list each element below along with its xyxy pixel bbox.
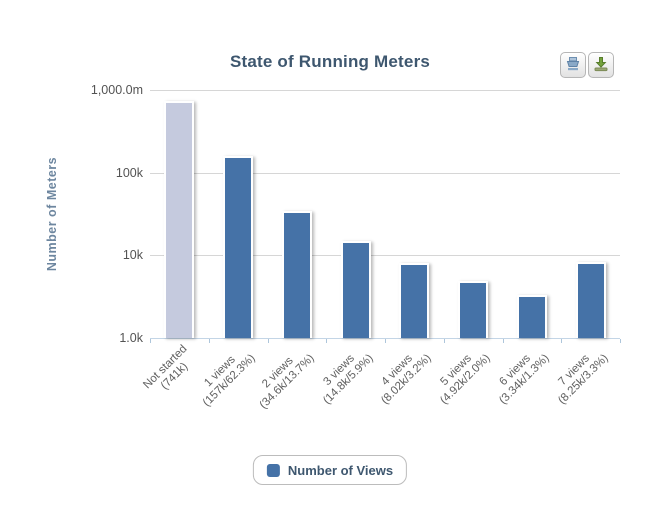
legend-swatch	[267, 464, 280, 477]
bar[interactable]	[517, 295, 547, 338]
x-axis-category-label: 3 views(14.8k/5.9%)	[312, 343, 376, 407]
x-axis-tick	[209, 339, 210, 343]
y-axis-tick-label: 100k	[53, 165, 143, 181]
y-axis-tick-label: 1,000.0m	[53, 82, 143, 98]
x-axis-tick	[385, 339, 386, 343]
bar[interactable]	[282, 211, 312, 338]
x-axis-tick	[444, 339, 445, 343]
grid-line	[150, 255, 620, 256]
x-axis-category-label: 2 views(34.6k/13.7%)	[248, 343, 317, 412]
grid-line	[150, 173, 620, 174]
x-axis-tick	[503, 339, 504, 343]
bar[interactable]	[341, 241, 371, 338]
y-axis-tick-label: 1.0k	[53, 330, 143, 346]
chart-toolbar	[560, 52, 614, 78]
print-chart-button[interactable]	[560, 52, 586, 78]
x-axis-category-label: 1 views(157k/62.3%)	[192, 343, 259, 410]
legend[interactable]: Number of Views	[253, 455, 407, 485]
x-axis-category-label: Not started(741k)	[142, 343, 200, 401]
x-axis-tick	[268, 339, 269, 343]
chart-container: State of Running Meters Number of Meters…	[0, 0, 660, 507]
x-axis-tick	[561, 339, 562, 343]
bar[interactable]	[164, 101, 194, 338]
download-chart-button[interactable]	[588, 52, 614, 78]
x-axis-category-label: 4 views(8.02k/3.2%)	[370, 343, 434, 407]
grid-line	[150, 90, 620, 91]
x-axis-category-label: 6 views(3.34k/1.3%)	[488, 343, 552, 407]
bar[interactable]	[458, 281, 488, 338]
x-axis-tick	[326, 339, 327, 343]
bar[interactable]	[576, 262, 606, 338]
legend-label: Number of Views	[288, 463, 393, 478]
bar[interactable]	[223, 156, 253, 338]
x-axis-category-label: 7 views(8.25k/3.3%)	[547, 343, 611, 407]
download-icon	[592, 55, 610, 76]
x-axis-category-label: 5 views(4.92k/2.0%)	[429, 343, 493, 407]
x-axis-tick	[150, 339, 151, 343]
printer-icon	[564, 55, 582, 76]
x-axis-tick	[620, 339, 621, 343]
bar[interactable]	[399, 263, 429, 338]
y-axis-tick-label: 10k	[53, 247, 143, 263]
